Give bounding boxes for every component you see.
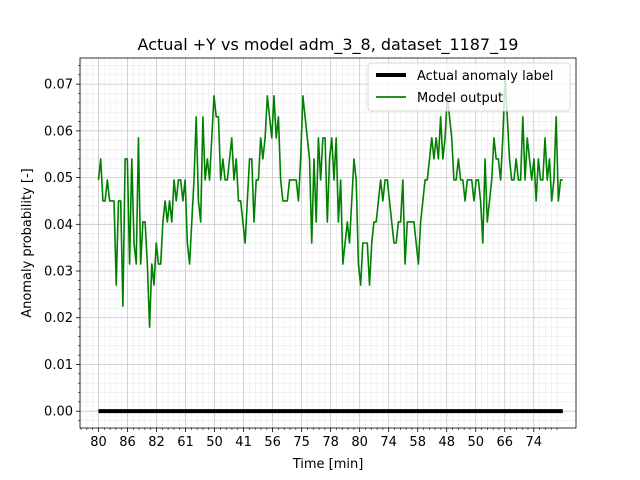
x-tick-label: 50 (206, 435, 223, 450)
y-axis: 0.00 0.01 0.02 0.03 0.04 0.05 0.06 0.07 (44, 65, 80, 421)
x-tick-label: 66 (496, 435, 513, 450)
x-tick-label: 61 (177, 435, 194, 450)
y-tick-label: 0.01 (44, 358, 73, 373)
y-tick-label: 0.07 (44, 78, 73, 93)
x-tick-label: 75 (293, 435, 310, 450)
x-tick-label: 41 (235, 435, 252, 450)
x-tick-label: 80 (351, 435, 368, 450)
y-tick-label: 0.02 (44, 311, 73, 326)
y-tick-label: 0.03 (44, 265, 73, 280)
x-tick-label: 74 (380, 435, 397, 450)
legend-label-actual: Actual anomaly label (417, 69, 554, 84)
y-tick-label: 0.04 (44, 218, 73, 233)
x-tick-label: 86 (119, 435, 136, 450)
x-tick-label: 50 (467, 435, 484, 450)
y-tick-label: 0.06 (44, 124, 73, 139)
x-tick-label: 80 (90, 435, 107, 450)
model-output-line (97, 74, 563, 328)
x-tick-label: 56 (264, 435, 281, 450)
x-axis-label: Time [min] (292, 457, 364, 472)
legend: Actual anomaly label Model output (367, 62, 571, 112)
minor-grid (80, 58, 576, 428)
legend-label-model: Model output (417, 91, 503, 106)
y-tick-label: 0.00 (44, 405, 73, 420)
x-tick-label: 58 (409, 435, 426, 450)
y-tick-label: 0.05 (44, 171, 73, 186)
x-tick-label: 48 (438, 435, 455, 450)
chart-title: Actual +Y vs model adm_3_8, dataset_1187… (138, 35, 519, 55)
x-tick-label: 82 (148, 435, 165, 450)
y-axis-label: Anomaly probability [-] (20, 168, 35, 317)
x-tick-label: 78 (322, 435, 339, 450)
legend-box (367, 62, 571, 112)
series-layer (97, 74, 563, 414)
x-tick-label: 74 (526, 435, 543, 450)
x-axis: 80 86 82 61 50 41 56 75 78 80 74 58 48 50 66 74 (80, 428, 558, 450)
